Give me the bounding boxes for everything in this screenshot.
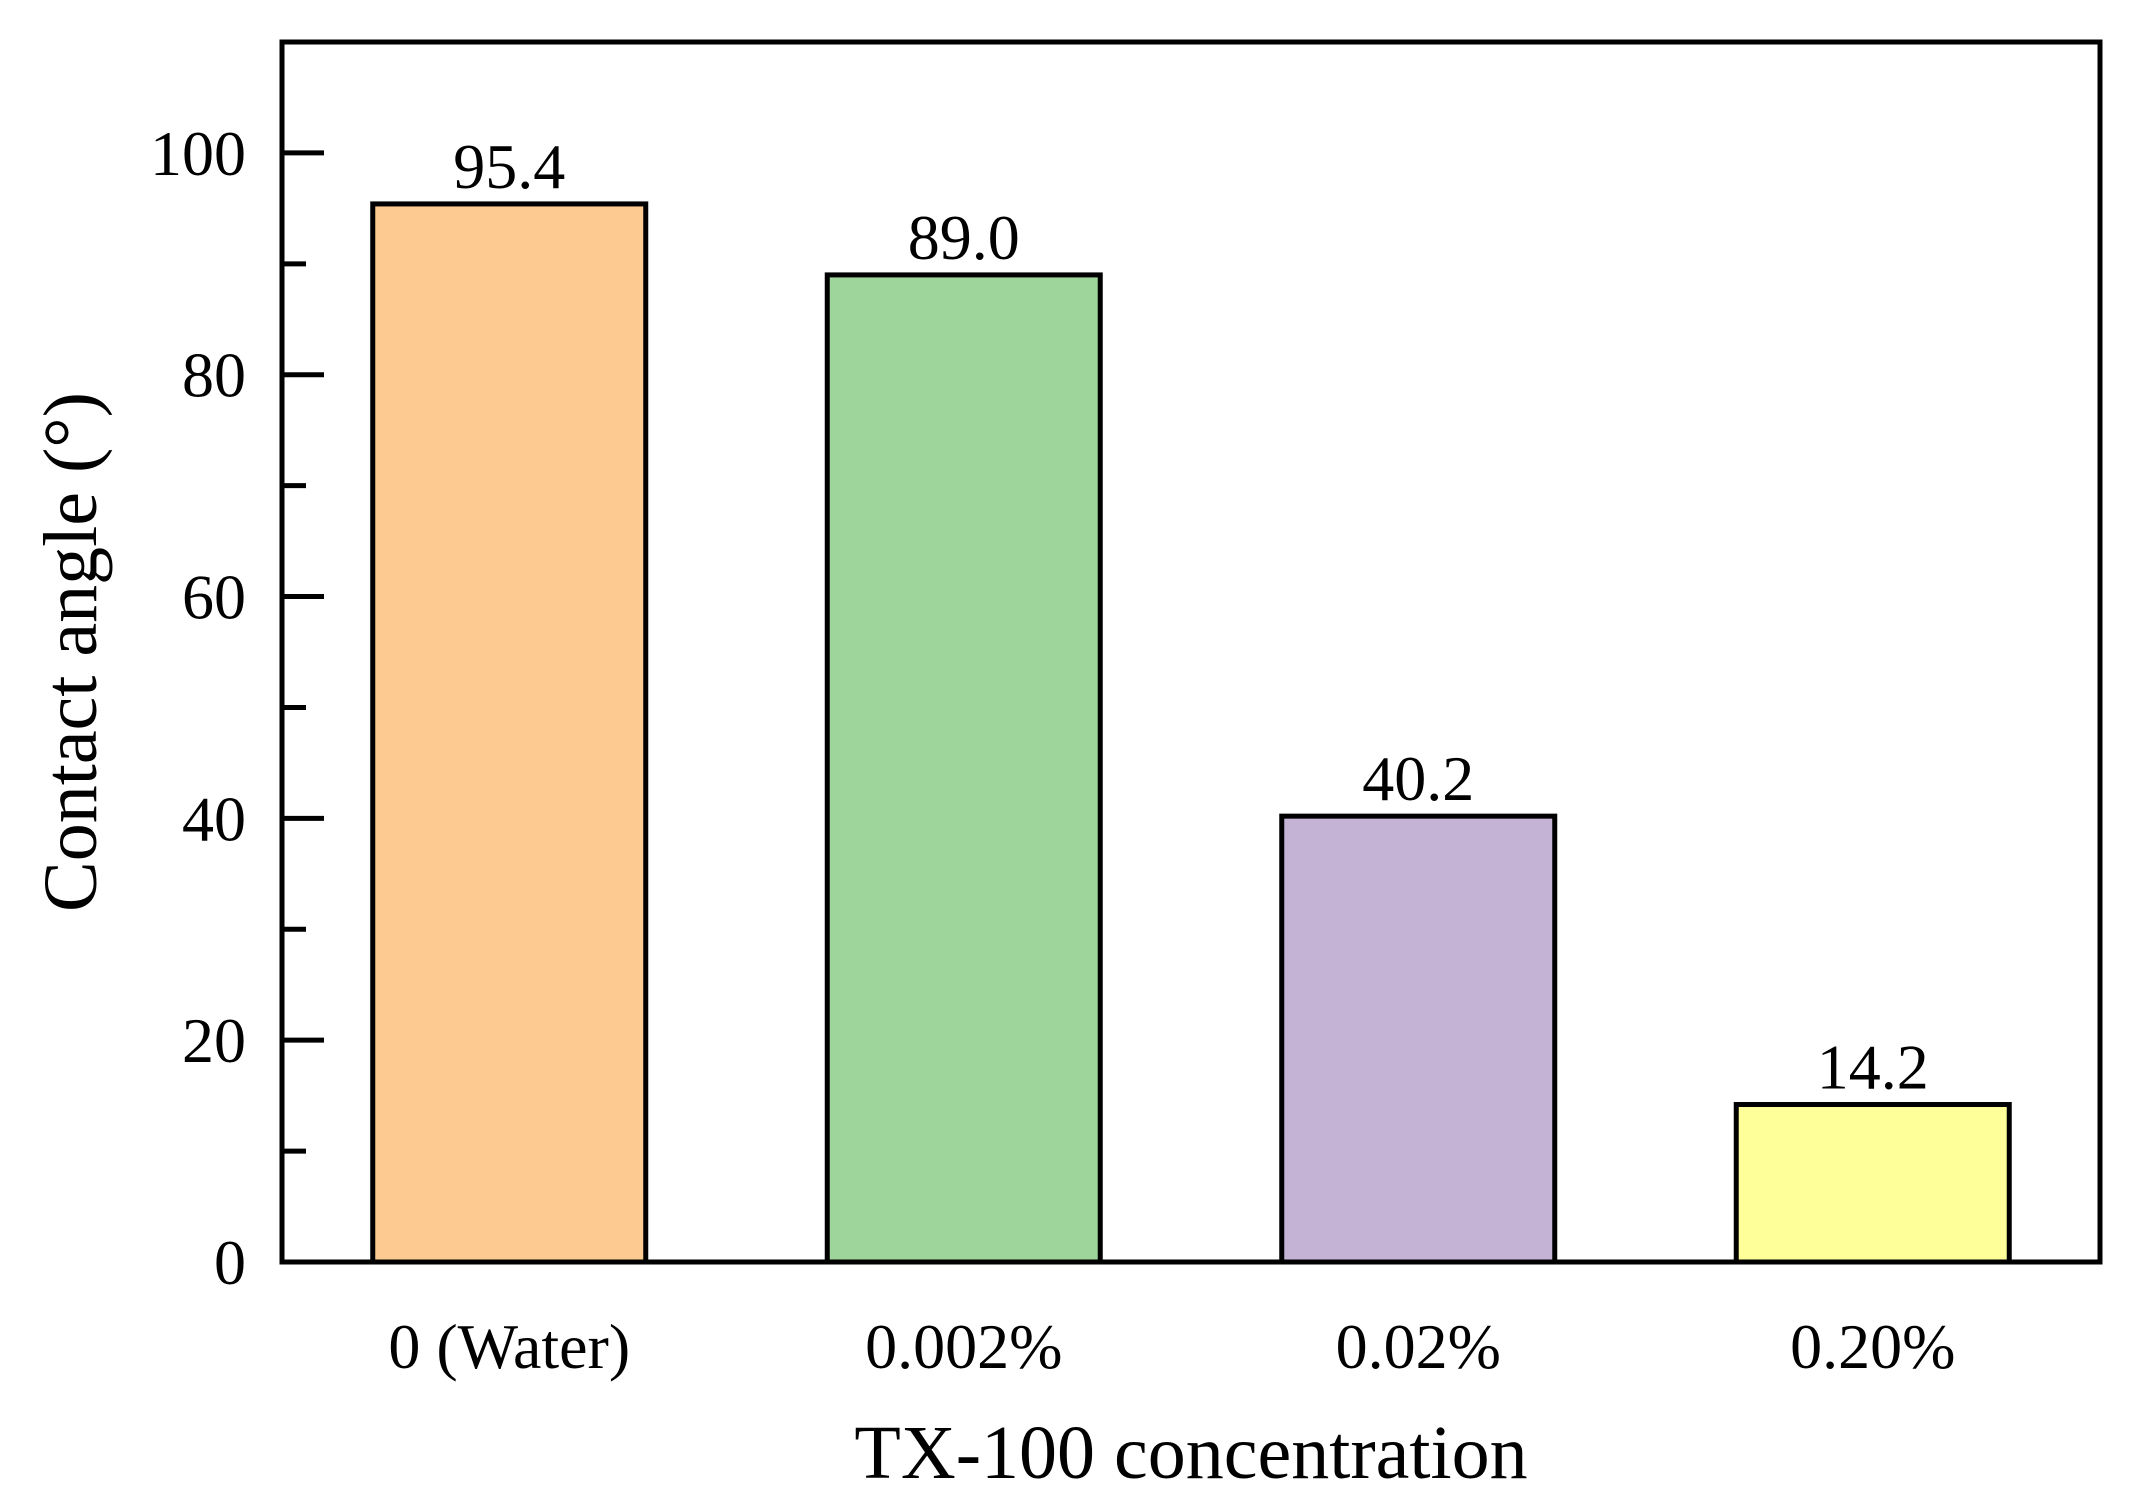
y-tick-label-100: 100 xyxy=(150,118,246,189)
y-tick-label-0: 0 xyxy=(214,1227,246,1298)
y-tick-label-20: 20 xyxy=(182,1005,246,1076)
data-labels-group: 95.4 89.0 40.2 14.2 xyxy=(453,131,1929,1103)
y-tick-label-80: 80 xyxy=(182,340,246,411)
y-axis-title: Contact angle (°) xyxy=(29,392,113,912)
x-tick-label-3: 0.20% xyxy=(1790,1311,1955,1382)
bars-group xyxy=(370,201,2012,1265)
x-tick-label-0: 0 (Water) xyxy=(388,1311,630,1382)
plot-frame xyxy=(279,39,2103,1265)
x-tick-label-2: 0.02% xyxy=(1336,1311,1501,1382)
bar-1 xyxy=(824,272,1103,1265)
bar-2 xyxy=(1279,813,1558,1265)
x-axis-title: TX-100 concentration xyxy=(854,1411,1527,1495)
data-label-1: 89.0 xyxy=(908,202,1020,273)
x-axis-tick-labels: 0 (Water) 0.002% 0.02% 0.20% xyxy=(388,1311,1955,1382)
x-tick-label-1: 0.002% xyxy=(865,1311,1062,1382)
y-tick-label-40: 40 xyxy=(182,783,246,854)
data-label-3: 14.2 xyxy=(1817,1032,1929,1103)
data-label-0: 95.4 xyxy=(453,131,565,202)
bar-3 xyxy=(1733,1102,2012,1265)
data-label-2: 40.2 xyxy=(1362,743,1474,814)
y-tick-label-60: 60 xyxy=(182,562,246,633)
bar-0 xyxy=(370,201,649,1265)
y-axis-ticks xyxy=(282,39,324,1265)
y-axis-tick-labels: 0 20 40 60 80 100 xyxy=(150,118,246,1298)
